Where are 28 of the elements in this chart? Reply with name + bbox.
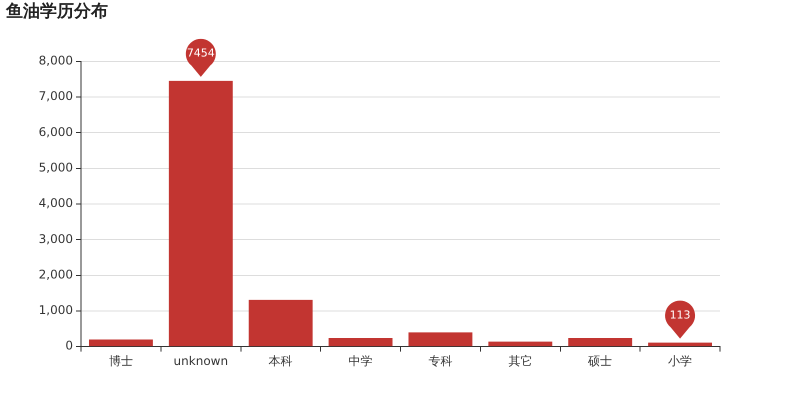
y-tick-label: 6,000 [38, 124, 73, 139]
y-tick-label: 8,000 [38, 54, 73, 68]
y-tick-label: 1,000 [38, 303, 73, 318]
x-tick-label: 专科 [428, 354, 452, 368]
bar [168, 80, 233, 346]
bar [88, 339, 153, 346]
y-tick-label: 2,000 [38, 267, 73, 282]
x-tick-label: unknown [174, 354, 228, 368]
bar [488, 342, 552, 346]
x-tick-label: 硕士 [587, 354, 612, 368]
y-tick-label: 7,000 [38, 89, 73, 104]
x-tick-label: 中学 [348, 354, 373, 368]
data-label: 7454 [186, 46, 215, 60]
bar [568, 338, 632, 346]
y-tick-label: 5,000 [38, 160, 73, 174]
y-tick-label: 3,000 [38, 232, 73, 246]
x-tick-label: 其它 [508, 354, 532, 368]
x-tick-label: 博士 [108, 354, 133, 368]
bar [328, 338, 393, 346]
x-tick-label: 本科 [268, 354, 293, 368]
bar [248, 300, 313, 346]
data-label: 113 [670, 308, 691, 322]
bar [648, 342, 712, 346]
chart-title: 鱼油学历分布 [5, 2, 108, 22]
y-tick-label: 4,000 [38, 196, 73, 210]
x-tick-label: 小学 [668, 354, 692, 368]
bar [408, 332, 472, 346]
y-tick-label: 0 [65, 338, 73, 353]
